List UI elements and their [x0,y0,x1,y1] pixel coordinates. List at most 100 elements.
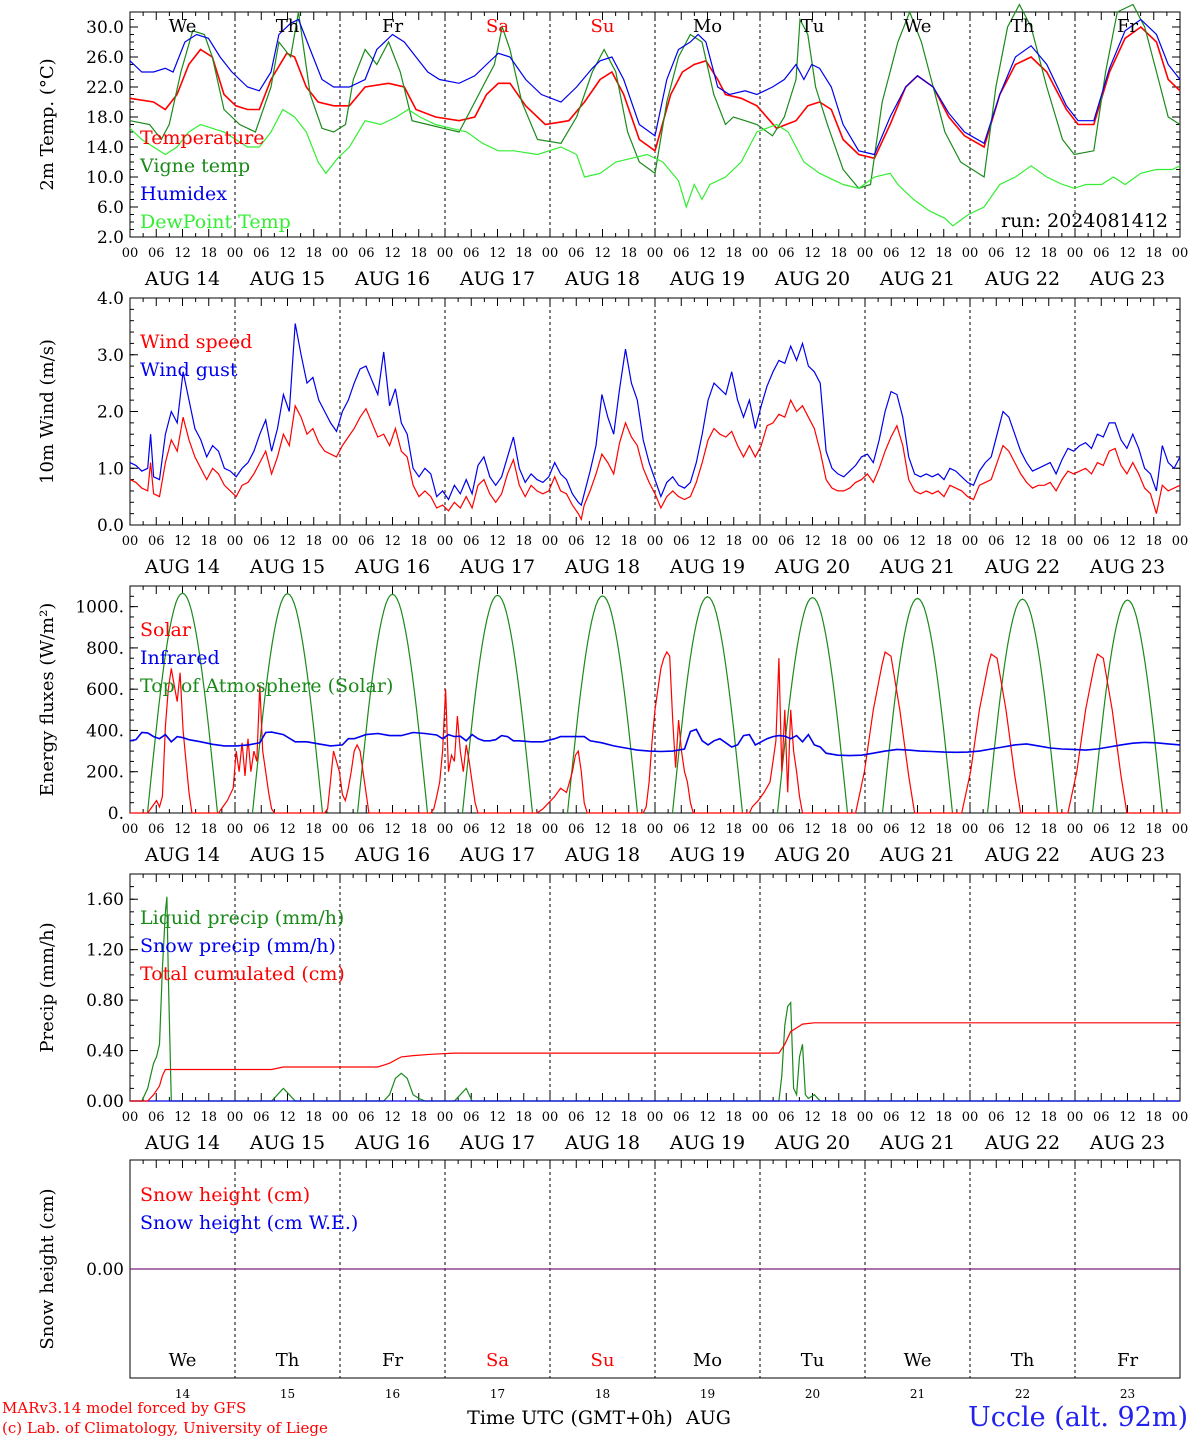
y-tick-label: 400. [86,721,124,741]
weekday-label: Th [276,16,300,37]
date-label: AUG 20 [774,1132,850,1154]
date-label: AUG 18 [564,1132,640,1154]
hour-tick-label: 00 [962,246,979,261]
hour-tick-label: 00 [752,534,769,549]
series-toa-solar-day-7 [776,596,849,814]
date-label: AUG 16 [354,268,430,290]
hour-tick-label: 12 [909,246,926,261]
hour-tick-label: 06 [253,1110,270,1125]
hour-tick-label: 12 [384,1110,401,1125]
hour-tick-label: 18 [620,1110,637,1125]
hour-tick-label: 00 [542,534,559,549]
day-number-label: 15 [280,1387,295,1401]
date-label: AUG 17 [459,1132,535,1154]
hour-tick-label: 18 [830,534,847,549]
hour-tick-label: 18 [515,246,532,261]
series-total-cumulated-cm [130,1022,1180,1102]
hour-tick-label: 12 [1014,1110,1031,1125]
y-axis-label: 2m Temp. (°C) [37,58,58,190]
y-tick-label: 1.0 [97,459,124,479]
date-label: AUG 17 [459,268,535,290]
date-label: AUG 17 [459,844,535,866]
series-toa-solar-day-1 [146,592,219,814]
date-label: AUG 22 [984,268,1060,290]
date-label: AUG 20 [774,844,850,866]
legend-item: Total cumulated (cm) [140,963,345,985]
day-number-label: 18 [595,1387,610,1401]
hour-tick-label: 18 [305,246,322,261]
weekday-label: Sa [486,1350,509,1371]
date-label: AUG 15 [249,268,325,290]
hour-tick-label: 00 [227,822,244,837]
hour-tick-label: 18 [935,246,952,261]
hour-tick-label: 12 [804,246,821,261]
date-label: AUG 22 [984,1132,1060,1154]
hour-tick-label: 06 [463,534,480,549]
hour-tick-label: 00 [1172,246,1189,261]
day-number-label: 16 [385,1387,400,1401]
hour-tick-label: 12 [489,822,506,837]
panel-snow: 0.00 Snow height (cm) Snow height (cm) Snow… [37,1159,1181,1429]
hour-tick-label: 18 [935,534,952,549]
hour-tick-label: 00 [1172,1110,1189,1125]
hour-tick-label: 18 [620,246,637,261]
hour-tick-label: 18 [1040,246,1057,261]
weekday-label: Th [1011,16,1035,37]
date-label: AUG 15 [249,556,325,578]
hour-tick-label: 18 [725,822,742,837]
series-toa-solar-day-6 [671,596,744,814]
y-tick-label: 600. [86,680,124,700]
date-label: AUG 22 [984,556,1060,578]
series-wind-speed [129,398,1181,522]
y-tick-label: 2.0 [97,228,124,248]
y-tick-label: 0. [108,804,124,824]
hour-tick-label: 00 [647,534,664,549]
hour-tick-label: 00 [752,246,769,261]
weekday-label: Sa [486,16,509,37]
date-label: AUG 14 [144,268,220,290]
hour-tick-label: 12 [489,534,506,549]
hour-tick-label: 12 [489,1110,506,1125]
hour-tick-label: 12 [1014,534,1031,549]
hour-tick-label: 18 [830,246,847,261]
y-tick-label: 22.0 [86,78,124,98]
date-label: AUG 23 [1089,556,1165,578]
hour-tick-label: 06 [1093,822,1110,837]
weekday-label: Fr [382,1350,403,1371]
hour-tick-label: 00 [962,534,979,549]
hour-tick-label: 06 [358,822,375,837]
hour-tick-label: 18 [410,534,427,549]
hour-tick-label: 06 [673,246,690,261]
hour-tick-label: 18 [830,1110,847,1125]
date-label: AUG 19 [669,844,745,866]
hour-tick-label: 12 [1014,822,1031,837]
series-toa-solar-day-9 [986,598,1059,814]
weekday-label: Tu [801,1350,825,1371]
hour-tick-label: 12 [1119,822,1136,837]
hour-tick-label: 12 [594,822,611,837]
hour-tick-label: 00 [542,822,559,837]
y-tick-label: 6.0 [97,198,124,218]
hour-tick-label: 12 [384,246,401,261]
weekday-label: Mo [693,1350,722,1371]
hour-tick-label: 06 [883,246,900,261]
hour-tick-label: 06 [883,1110,900,1125]
legend-item: Infrared [140,647,220,669]
legend-item: Snow height (cm) [140,1184,310,1206]
y-tick-label: 200. [86,763,124,783]
y-tick-label: 1.20 [86,941,124,961]
date-label: AUG 14 [144,844,220,866]
series-toa-solar-day-3 [356,593,429,814]
hour-tick-label: 18 [1040,1110,1057,1125]
date-label: AUG 20 [774,556,850,578]
hour-tick-label: 18 [305,534,322,549]
date-label: AUG 16 [354,1132,430,1154]
hour-tick-label: 00 [437,822,454,837]
date-label: AUG 19 [669,556,745,578]
hour-tick-label: 12 [1119,534,1136,549]
panel-temperature: 2.0 6.0 10.0 14.0 18.0 22.0 26.0 30.0 2m Temp. (… [37,3,1189,290]
hour-tick-label: 00 [227,534,244,549]
hour-tick-label: 06 [358,534,375,549]
legend-item: Wind gust [140,359,238,381]
